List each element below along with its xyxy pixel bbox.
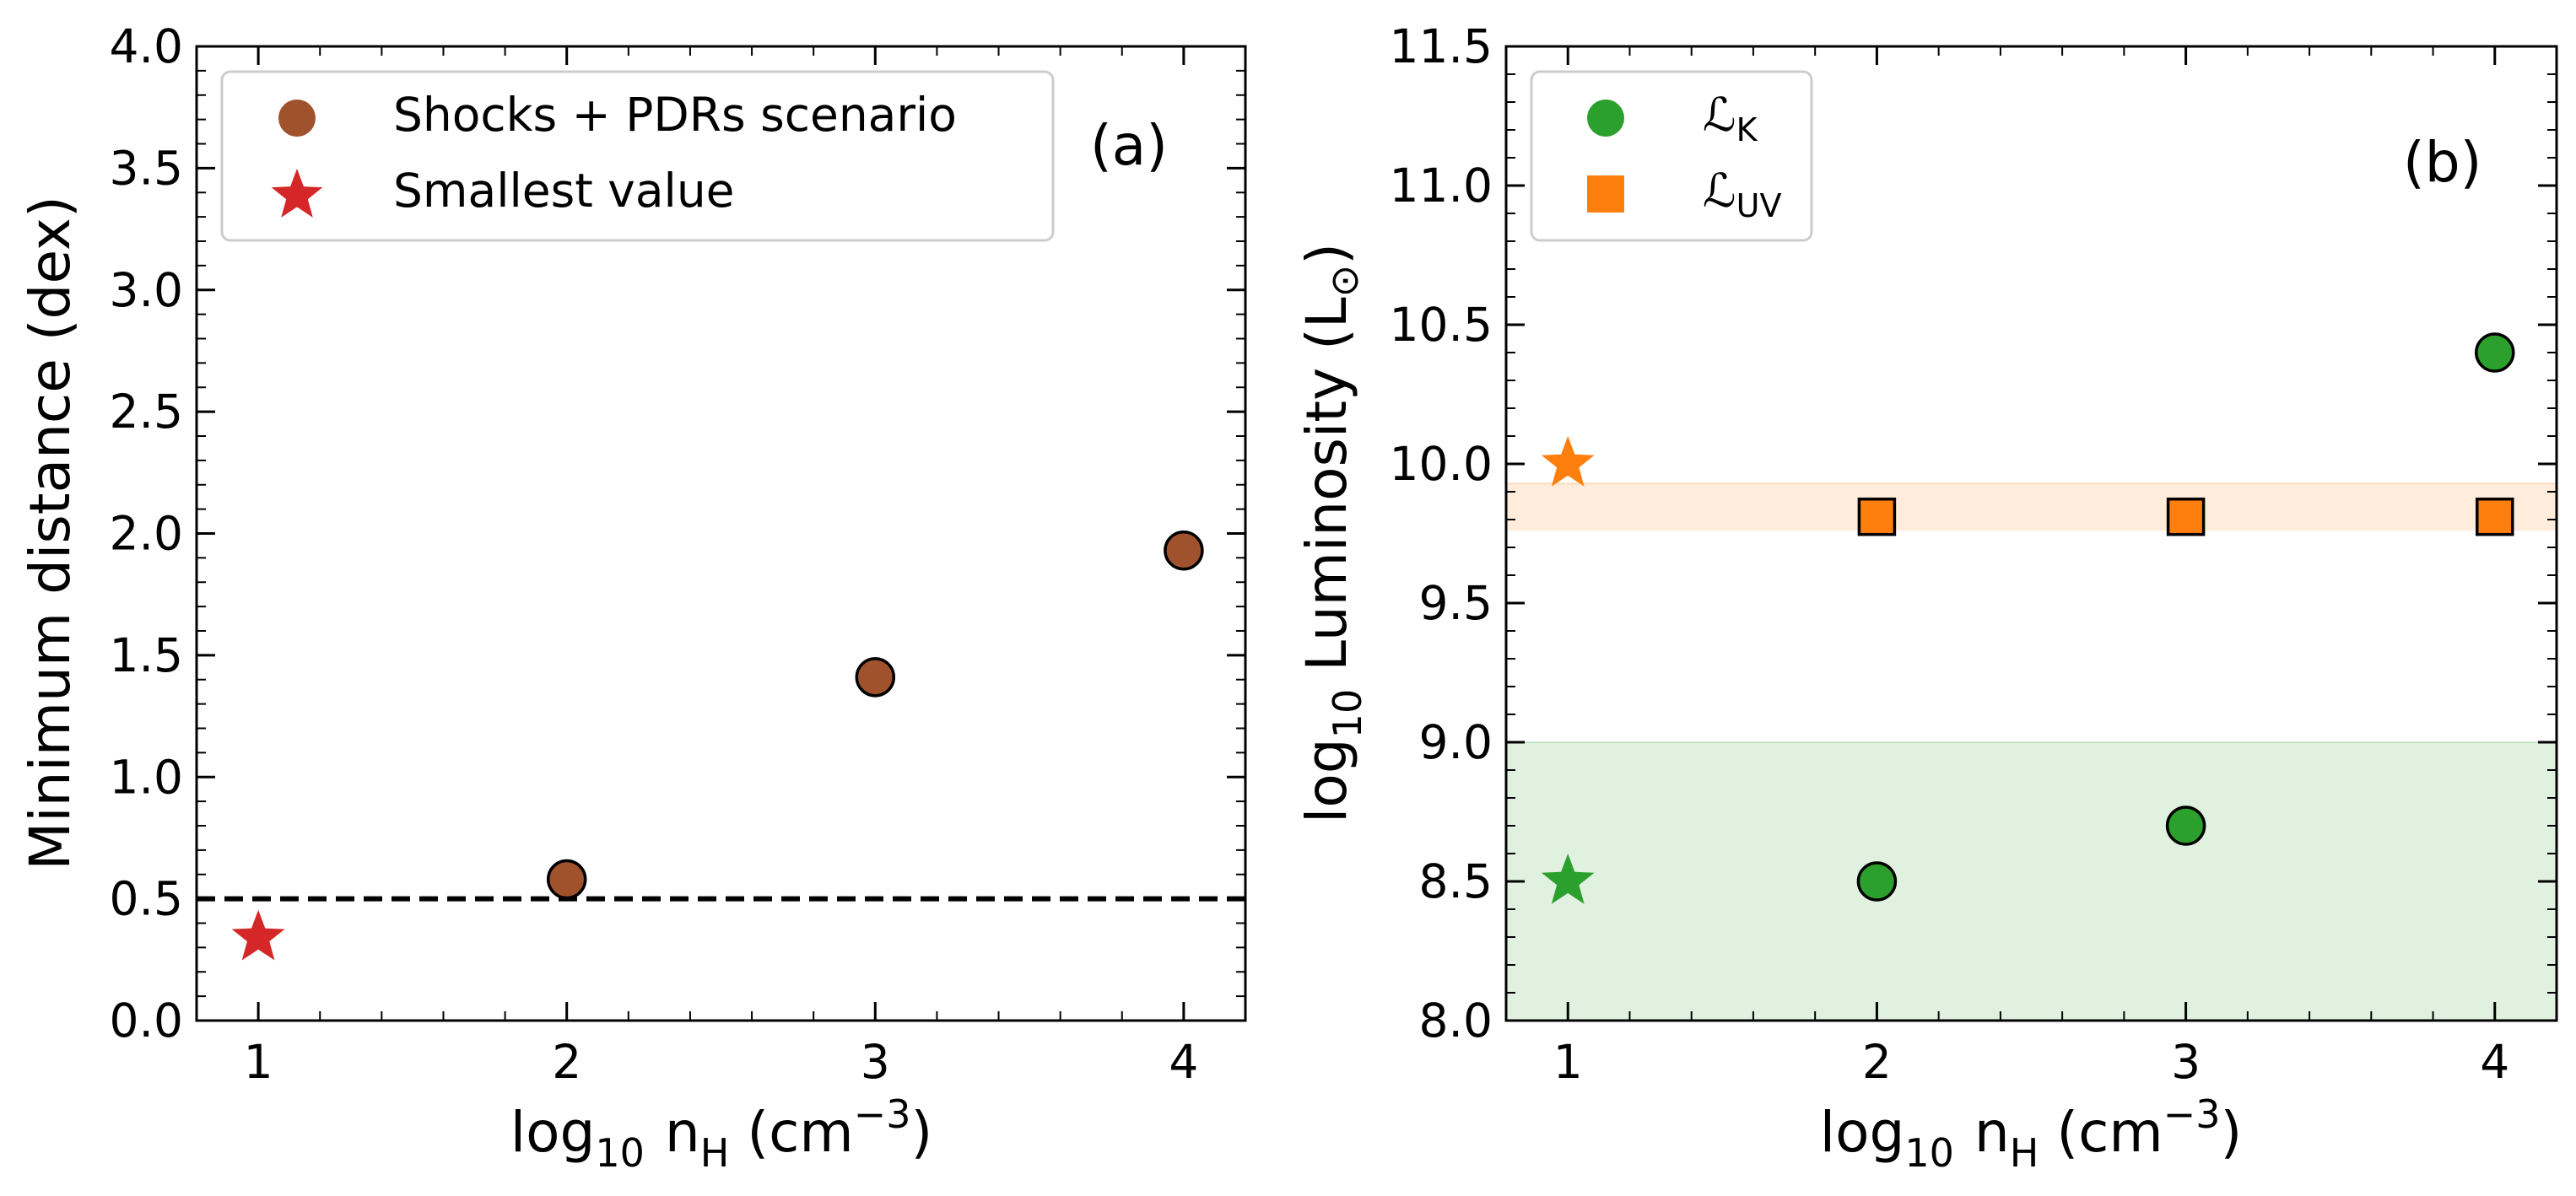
legend-entry-smallest: Smallest value xyxy=(393,164,735,218)
legend-entry-k: ℒK xyxy=(1703,88,1758,148)
panel-b-label: (b) xyxy=(2403,130,2481,195)
legend-circle-marker xyxy=(278,100,316,137)
data-point-square xyxy=(2166,497,2206,536)
y-tick-label: 8.0 xyxy=(1419,994,1493,1048)
panel-b-legend: ℒK ℒUV xyxy=(1530,70,1813,242)
data-point-star xyxy=(231,909,285,961)
legend-star-marker xyxy=(271,169,323,218)
y-tick-label: 2.0 xyxy=(110,507,183,561)
data-point-star xyxy=(1541,436,1595,487)
data-point-circle xyxy=(2475,332,2515,373)
x-tick-label: 2 xyxy=(1862,1035,1892,1089)
data-point-star xyxy=(1541,854,1595,904)
y-tick-label: 3.0 xyxy=(110,263,183,317)
x-tick-label: 3 xyxy=(2171,1035,2201,1089)
data-point-square xyxy=(2476,497,2514,536)
data-point-circle xyxy=(1164,530,1204,571)
data-point-circle xyxy=(546,859,587,900)
panel-b-ticks: 1 2 3 4 8.0 8.5 9.0 9.5 10.0 10.5 11.0 11.5 xyxy=(1390,19,2557,1089)
panel-a-ticks: 1 2 3 4 0.0 0.5 1.0 1.5 2.0 2.5 3.0 3.5 4.0 xyxy=(110,19,1245,1089)
legend-square-marker xyxy=(1587,175,1624,213)
panel-a: 1 2 3 4 0.0 0.5 1.0 1.5 2.0 2.5 3.0 3.5 4.0 (a) Shoc… xyxy=(18,19,1247,1176)
y-tick-label: 10.5 xyxy=(1390,298,1493,352)
x-tick-label: 4 xyxy=(2480,1035,2509,1089)
y-tick-label: 9.0 xyxy=(1419,715,1493,769)
y-tick-label: 11.0 xyxy=(1390,159,1493,213)
legend-entry-uv: ℒUV xyxy=(1703,164,1781,224)
shaded-band xyxy=(1506,483,2557,531)
panel-b: 1 2 3 4 8.0 8.5 9.0 9.5 10.0 10.5 11.0 11.5 (b) ℒK … xyxy=(1294,19,2558,1176)
y-tick-label: 3.5 xyxy=(110,141,183,195)
legend-box xyxy=(220,70,1055,242)
x-tick-label: 4 xyxy=(1169,1035,1198,1089)
panel-b-markers xyxy=(1541,332,2515,904)
y-tick-label: 4.0 xyxy=(110,19,183,73)
panel-b-ylabel: log10 Luminosity (L⊙) xyxy=(1294,243,1370,823)
y-tick-label: 10.0 xyxy=(1390,437,1493,491)
data-point-circle xyxy=(1856,861,1898,902)
x-tick-label: 1 xyxy=(1553,1035,1583,1089)
y-tick-label: 9.5 xyxy=(1419,576,1493,630)
panel-a-label: (a) xyxy=(1090,113,1168,178)
x-tick-label: 1 xyxy=(244,1035,273,1089)
y-tick-label: 1.0 xyxy=(110,750,183,804)
y-tick-label: 11.5 xyxy=(1390,19,1493,73)
y-tick-label: 1.5 xyxy=(110,628,183,682)
panel-b-frame xyxy=(1504,45,2558,1022)
panel-a-legend: Shocks + PDRs scenario Smallest value xyxy=(220,70,1055,242)
panel-b-xlabel: log10 nH (cm−3) xyxy=(1820,1091,2242,1176)
y-tick-label: 0.0 xyxy=(110,994,183,1048)
y-tick-label: 0.5 xyxy=(110,872,183,926)
panel-b-bands xyxy=(1506,482,2557,1021)
data-point-square xyxy=(1857,497,1897,536)
panel-a-ylabel: Minimum distance (dex) xyxy=(18,196,83,870)
x-tick-label: 2 xyxy=(552,1035,581,1089)
y-tick-label: 2.5 xyxy=(110,385,183,439)
legend-circle-marker xyxy=(1587,100,1624,137)
panel-a-markers xyxy=(231,530,1204,961)
x-tick-label: 3 xyxy=(861,1035,890,1089)
y-tick-label: 8.5 xyxy=(1419,854,1493,908)
shaded-band xyxy=(1506,742,2557,1021)
legend-entry-shocks: Shocks + PDRs scenario xyxy=(393,88,957,142)
panel-a-xlabel: log10 nH (cm−3) xyxy=(510,1091,932,1176)
data-point-circle xyxy=(2165,805,2206,846)
data-point-circle xyxy=(855,657,896,698)
